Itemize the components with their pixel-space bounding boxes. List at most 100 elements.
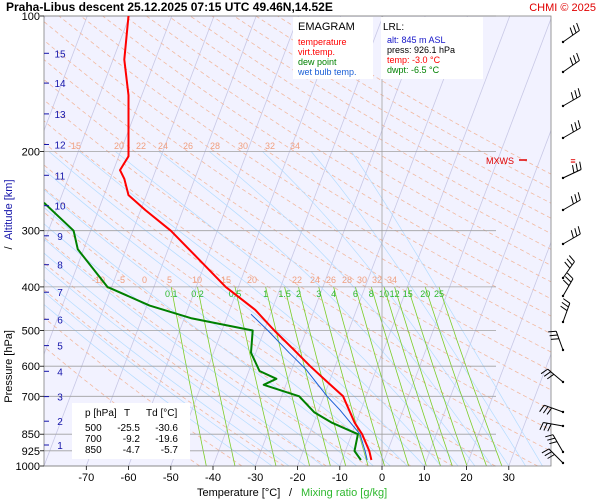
lrl-press: press: 926.1 hPa xyxy=(387,45,455,55)
wind-barb-flag xyxy=(572,55,577,63)
wind-barb-shaft xyxy=(562,169,582,179)
dry-adiabat-line xyxy=(44,59,551,391)
isotherm-label: 30 xyxy=(357,275,367,285)
legend-box: EMAGRAM temperature virt.temp. dew point… xyxy=(293,17,373,79)
wind-barb-flag xyxy=(577,88,581,97)
isotherm-label: 20 xyxy=(114,141,124,151)
wind-barb-flag xyxy=(541,448,550,454)
altitude-tick-label: 8 xyxy=(57,261,63,272)
dry-adiabat-line xyxy=(44,346,200,466)
profile-dew-point-line xyxy=(44,201,362,461)
wind-barb-flag xyxy=(566,258,573,266)
isotherm-label: 32 xyxy=(265,141,275,151)
isotherm-line xyxy=(212,16,384,466)
table-cell: -19.6 xyxy=(155,434,178,445)
x-tick-label: 20 xyxy=(460,472,472,484)
wind-barb-shaft xyxy=(562,60,580,73)
wind-barb-flag xyxy=(574,228,578,237)
isotherm-label: -15 xyxy=(68,141,81,151)
table-background xyxy=(72,403,190,459)
wind-barb-station xyxy=(561,176,565,180)
data-table: p [hPa] T Td [°C] 500 -25.5 -30.6 700 -9… xyxy=(72,403,190,459)
sounding-profiles xyxy=(44,16,373,461)
wind-barb-flag xyxy=(547,423,552,432)
mixing-ratio-label: 2 xyxy=(296,289,301,299)
dry-adiabat-line xyxy=(168,16,551,250)
altitude-tick-label: 12 xyxy=(54,141,66,152)
copyright-text: CHMI © 2025 xyxy=(529,2,596,14)
x-tick-label: 10 xyxy=(418,472,430,484)
wind-barb-shaft xyxy=(552,434,564,453)
mixing-ratio-label: 10 xyxy=(379,289,389,299)
wind-barb-flag xyxy=(561,301,569,308)
table-cell: -25.5 xyxy=(117,423,140,434)
isotherm-label: 26 xyxy=(183,141,193,151)
wind-barb-station xyxy=(561,276,565,280)
mixing-ratio-label: 8 xyxy=(369,289,374,299)
isotherm-line xyxy=(466,241,551,466)
isotherm-line xyxy=(44,16,215,466)
mixing-ratio-label: 1.5 xyxy=(278,289,291,299)
wind-barb-flag xyxy=(560,305,568,312)
altitude-tick-label: 3 xyxy=(57,393,63,404)
wind-barb-shaft xyxy=(562,303,571,323)
wind-barb-flag xyxy=(572,25,577,33)
wind-barb-station xyxy=(561,348,565,352)
wind-barb-flag xyxy=(579,161,582,170)
wind-barb-flag xyxy=(543,371,551,377)
mixing-ratio-label: 20 xyxy=(420,289,430,299)
x-axis-label-separator: / xyxy=(289,487,293,499)
wind-barb-station xyxy=(561,461,565,465)
wind-barb-flag xyxy=(564,261,571,269)
wind-barb-station xyxy=(561,424,565,428)
isotherm-label: 5 xyxy=(167,275,172,285)
isotherm-label: 34 xyxy=(387,275,397,285)
wind-barb-flag xyxy=(568,255,575,262)
x-tick-label: -40 xyxy=(205,472,221,484)
wind-barb-flag xyxy=(574,90,578,99)
isotherm-line xyxy=(423,129,551,466)
wind-barb-flag xyxy=(570,230,574,239)
legend-item-dew-point: dew point xyxy=(298,57,337,67)
y-tick-label: 1000 xyxy=(16,461,40,473)
legend-item-temperature: temperature xyxy=(298,37,347,47)
wind-barb-shaft xyxy=(562,199,581,211)
wind-barb-flag xyxy=(547,373,555,380)
isotherm-line xyxy=(170,16,342,466)
wind-barb-flag xyxy=(566,272,574,280)
dry-adiabat-line xyxy=(44,120,551,452)
lrl-box: LRL: alt: 845 m ASL press: 926.1 hPa tem… xyxy=(381,17,483,79)
wind-barb-flag xyxy=(539,422,544,431)
mxws-value-marker: ≡ xyxy=(570,156,575,166)
mixing-ratio-label: 25 xyxy=(434,289,444,299)
isotherm-line xyxy=(381,17,551,466)
wind-barb-flag xyxy=(545,434,554,438)
y-tick-label: 700 xyxy=(22,391,40,403)
wind-barb-flag xyxy=(572,165,575,173)
wind-barb-shaft xyxy=(555,331,564,351)
wind-barb-flag xyxy=(570,124,574,133)
altitude-tick-label: 9 xyxy=(57,232,63,243)
y-tick-label: 300 xyxy=(22,226,40,238)
isotherm-label: 20 xyxy=(247,275,257,285)
wind-barb-shaft xyxy=(562,261,575,279)
wind-barb-flag xyxy=(546,407,553,415)
profile-wet-bulb-temp-line xyxy=(250,313,368,461)
wind-barb-shaft xyxy=(543,422,564,427)
wind-barb-flag xyxy=(547,454,555,459)
wind-barbs xyxy=(539,22,582,465)
dry-adiabat-line xyxy=(44,79,551,411)
wind-barb-shaft xyxy=(544,404,564,413)
wind-barb-flag xyxy=(576,52,580,61)
wind-barb-shaft xyxy=(562,278,574,297)
wind-barb-flag xyxy=(575,163,578,172)
wind-barb-flag xyxy=(564,276,572,283)
x-axis-label-temperature: Temperature [°C] xyxy=(197,487,280,499)
dry-adiabat-line xyxy=(80,16,551,317)
wind-barb-flag xyxy=(550,338,559,340)
x-tick-label: -70 xyxy=(78,472,94,484)
wind-barb-flag xyxy=(570,196,574,205)
table-header-t: T xyxy=(124,408,130,419)
mxws-label: MXWS xyxy=(486,156,514,166)
